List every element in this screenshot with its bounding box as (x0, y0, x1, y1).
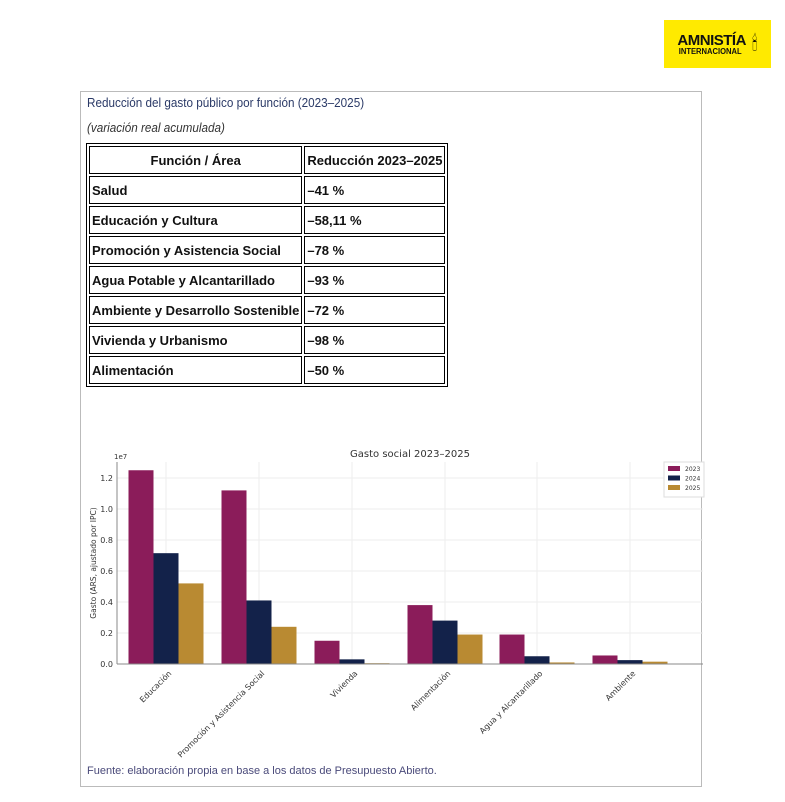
x-tick-label: Vivienda (329, 669, 360, 700)
table-row: Vivienda y Urbanismo –98 % (89, 326, 446, 354)
chart-title: Gasto social 2023–2025 (350, 449, 470, 460)
legend-swatch (668, 485, 680, 490)
area-name: Salud (89, 176, 303, 204)
reduction-value: –50 % (304, 356, 446, 384)
x-tick-label: Alimentación (408, 668, 452, 712)
candle-icon: 🕯 (751, 32, 758, 55)
content-frame (80, 91, 702, 787)
x-tick-label: Agua y Alcantarillado (478, 669, 545, 736)
bar-2024 (617, 660, 643, 664)
reduction-value: –98 % (304, 326, 446, 354)
bar-2024 (524, 656, 550, 664)
legend-label: 2024 (685, 476, 700, 483)
y-tick-label: 0.6 (100, 567, 113, 576)
bar-2025 (178, 583, 204, 664)
table-row: Educación y Cultura –58,11 % (89, 206, 446, 234)
area-name: Educación y Cultura (89, 206, 303, 234)
legend-label: 2023 (685, 466, 700, 473)
bar-2024 (432, 620, 458, 664)
area-name: Ambiente y Desarrollo Sostenible (89, 296, 303, 324)
x-tick-label: Educación (137, 668, 173, 704)
x-tick-label: Ambiente (604, 669, 638, 703)
bar-2025 (271, 626, 297, 664)
reduction-value: –78 % (304, 236, 446, 264)
bar-2024 (153, 553, 179, 664)
table-row: Ambiente y Desarrollo Sostenible –72 % (89, 296, 446, 324)
area-name: Vivienda y Urbanismo (89, 326, 303, 354)
y-tick-label: 1.0 (100, 505, 113, 514)
reduction-table: Función / Área Reducción 2023–2025 Salud –… (86, 143, 449, 387)
amnesty-logo: AMNISTÍA INTERNACIONAL 🕯 (664, 20, 771, 68)
x-tick-label: Promoción y Asistencia Social (175, 668, 266, 759)
reduction-value: –58,11 % (304, 206, 446, 234)
bar-2024 (246, 600, 272, 664)
bar-2025 (549, 662, 575, 664)
area-name: Agua Potable y Alcantarillado (89, 266, 303, 294)
section-title: Reducción del gasto público por función … (87, 95, 365, 110)
reduction-value: –72 % (304, 296, 446, 324)
table-row: Promoción y Asistencia Social –78 % (89, 236, 446, 264)
table-header: Función / Área (89, 146, 303, 174)
offset-label: 1e7 (114, 453, 127, 461)
source-note: Fuente: elaboración propia en base a los… (87, 765, 437, 777)
y-tick-label: 0.2 (100, 629, 113, 638)
area-name: Alimentación (89, 356, 303, 384)
y-tick-label: 0.4 (100, 598, 113, 607)
y-tick-label: 1.2 (100, 474, 113, 483)
y-tick-label: 0.0 (100, 660, 113, 669)
table-row: Alimentación –50 % (89, 356, 446, 384)
bar-2024 (339, 659, 365, 664)
bar-2023 (407, 605, 433, 664)
area-name: Promoción y Asistencia Social (89, 236, 303, 264)
y-axis-label: Gasto (ARS, ajustado por IPC) (89, 507, 98, 618)
bar-2025 (457, 634, 483, 664)
table-row: Agua Potable y Alcantarillado –93 % (89, 266, 446, 294)
reduction-value: –93 % (304, 266, 446, 294)
y-tick-label: 0.8 (100, 536, 113, 545)
bar-2023 (128, 470, 154, 664)
bar-2023 (499, 634, 525, 664)
table-header: Reducción 2023–2025 (304, 146, 446, 174)
bar-2023 (221, 490, 247, 664)
reduction-value: –41 % (304, 176, 446, 204)
legend-swatch (668, 466, 680, 471)
table-row: Salud –41 % (89, 176, 446, 204)
section-subtitle: (variación real acumulada) (87, 120, 225, 135)
legend-swatch (668, 475, 680, 481)
legend-label: 2025 (685, 485, 700, 492)
bar-2023 (314, 640, 340, 664)
bar-2025 (642, 661, 668, 664)
bar-2023 (592, 655, 618, 664)
